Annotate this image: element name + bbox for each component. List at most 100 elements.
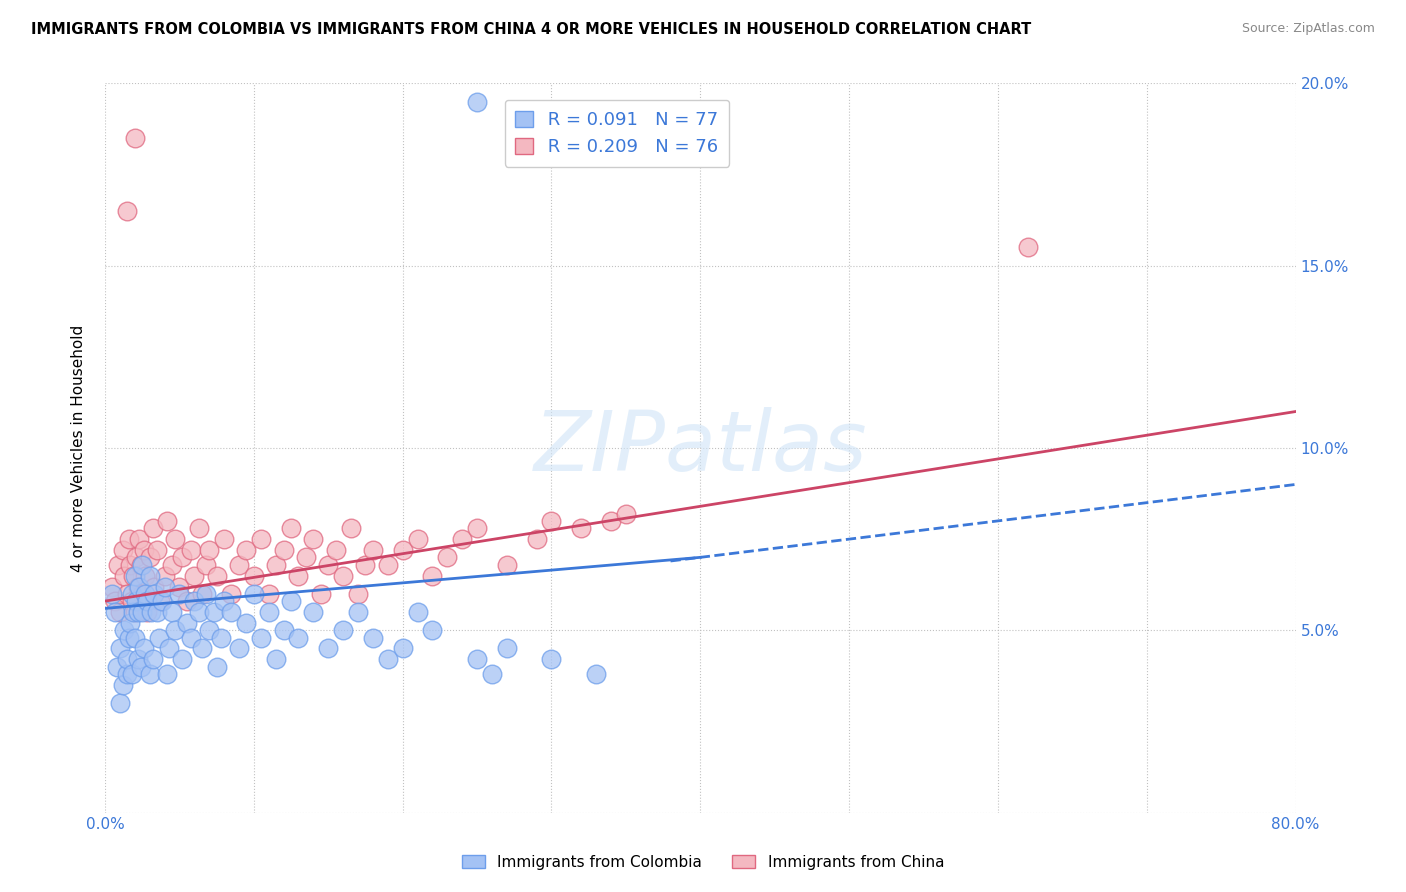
Point (280, 594, 302, 608)
Point (125, 550, 148, 565)
Point (107, 558, 129, 572)
Point (243, 587, 266, 601)
Point (422, 568, 444, 582)
Point (235, 615, 257, 630)
Point (127, 605, 149, 619)
Point (287, 631, 309, 645)
Point (121, 594, 143, 608)
Point (127, 652, 149, 666)
Point (205, 659, 228, 673)
Point (143, 587, 166, 601)
Point (180, 631, 202, 645)
Point (180, 543, 202, 558)
Point (157, 641, 180, 656)
Point (105, 659, 128, 673)
Point (156, 667, 179, 681)
Point (187, 605, 209, 619)
Point (146, 543, 169, 558)
Point (101, 580, 124, 594)
Point (122, 605, 145, 619)
Point (205, 568, 228, 582)
Point (134, 587, 156, 601)
Point (121, 667, 143, 681)
Point (143, 580, 166, 594)
Point (111, 678, 134, 692)
Point (347, 605, 370, 619)
Point (198, 624, 221, 638)
Point (332, 624, 354, 638)
Point (138, 667, 160, 681)
Point (124, 568, 146, 582)
Point (1017, 240, 1039, 254)
Point (131, 558, 153, 572)
Point (138, 550, 160, 565)
Point (209, 631, 232, 645)
Point (264, 652, 287, 666)
Point (160, 605, 183, 619)
Point (134, 568, 156, 582)
Point (540, 514, 562, 528)
Point (120, 615, 142, 630)
Point (149, 594, 172, 608)
Point (347, 587, 370, 601)
Point (600, 514, 623, 528)
Point (361, 631, 384, 645)
Point (104, 594, 127, 608)
Point (481, 667, 503, 681)
Point (377, 558, 399, 572)
Point (131, 587, 153, 601)
Point (495, 558, 517, 572)
Legend: Immigrants from Colombia, Immigrants from China: Immigrants from Colombia, Immigrants fro… (454, 847, 952, 877)
Point (124, 631, 146, 645)
Point (235, 543, 257, 558)
Point (132, 543, 155, 558)
Point (257, 605, 280, 619)
Point (148, 631, 170, 645)
Point (280, 521, 302, 535)
Point (117, 204, 139, 219)
Point (121, 587, 143, 601)
Point (316, 641, 339, 656)
Point (221, 605, 243, 619)
Point (302, 605, 325, 619)
Point (377, 652, 399, 666)
Point (287, 568, 309, 582)
Point (540, 652, 562, 666)
Point (325, 543, 347, 558)
Point (111, 543, 134, 558)
Point (451, 532, 474, 546)
Point (202, 605, 225, 619)
Point (361, 543, 384, 558)
Point (302, 532, 325, 546)
Text: IMMIGRANTS FROM COLOMBIA VS IMMIGRANTS FROM CHINA 4 OR MORE VEHICLES IN HOUSEHOL: IMMIGRANTS FROM COLOMBIA VS IMMIGRANTS F… (31, 22, 1031, 37)
Point (108, 641, 131, 656)
Point (139, 605, 162, 619)
Point (257, 587, 280, 601)
Point (250, 631, 273, 645)
Point (436, 550, 458, 565)
Point (129, 659, 152, 673)
Point (112, 568, 135, 582)
Point (176, 594, 198, 608)
Point (118, 532, 141, 546)
Text: ZIPatlas: ZIPatlas (533, 408, 868, 489)
Point (195, 558, 218, 572)
Point (153, 568, 176, 582)
Point (104, 605, 127, 619)
Point (160, 558, 183, 572)
Point (212, 532, 235, 546)
Y-axis label: 4 or more Vehicles in Household: 4 or more Vehicles in Household (72, 325, 86, 572)
Point (117, 587, 139, 601)
Point (169, 587, 191, 601)
Point (309, 587, 332, 601)
Point (190, 587, 212, 601)
Point (122, 568, 145, 582)
Point (406, 605, 429, 619)
Point (117, 652, 139, 666)
Point (156, 514, 179, 528)
Point (118, 631, 141, 645)
Point (142, 521, 165, 535)
Point (176, 615, 198, 630)
Point (169, 580, 191, 594)
Point (132, 641, 155, 656)
